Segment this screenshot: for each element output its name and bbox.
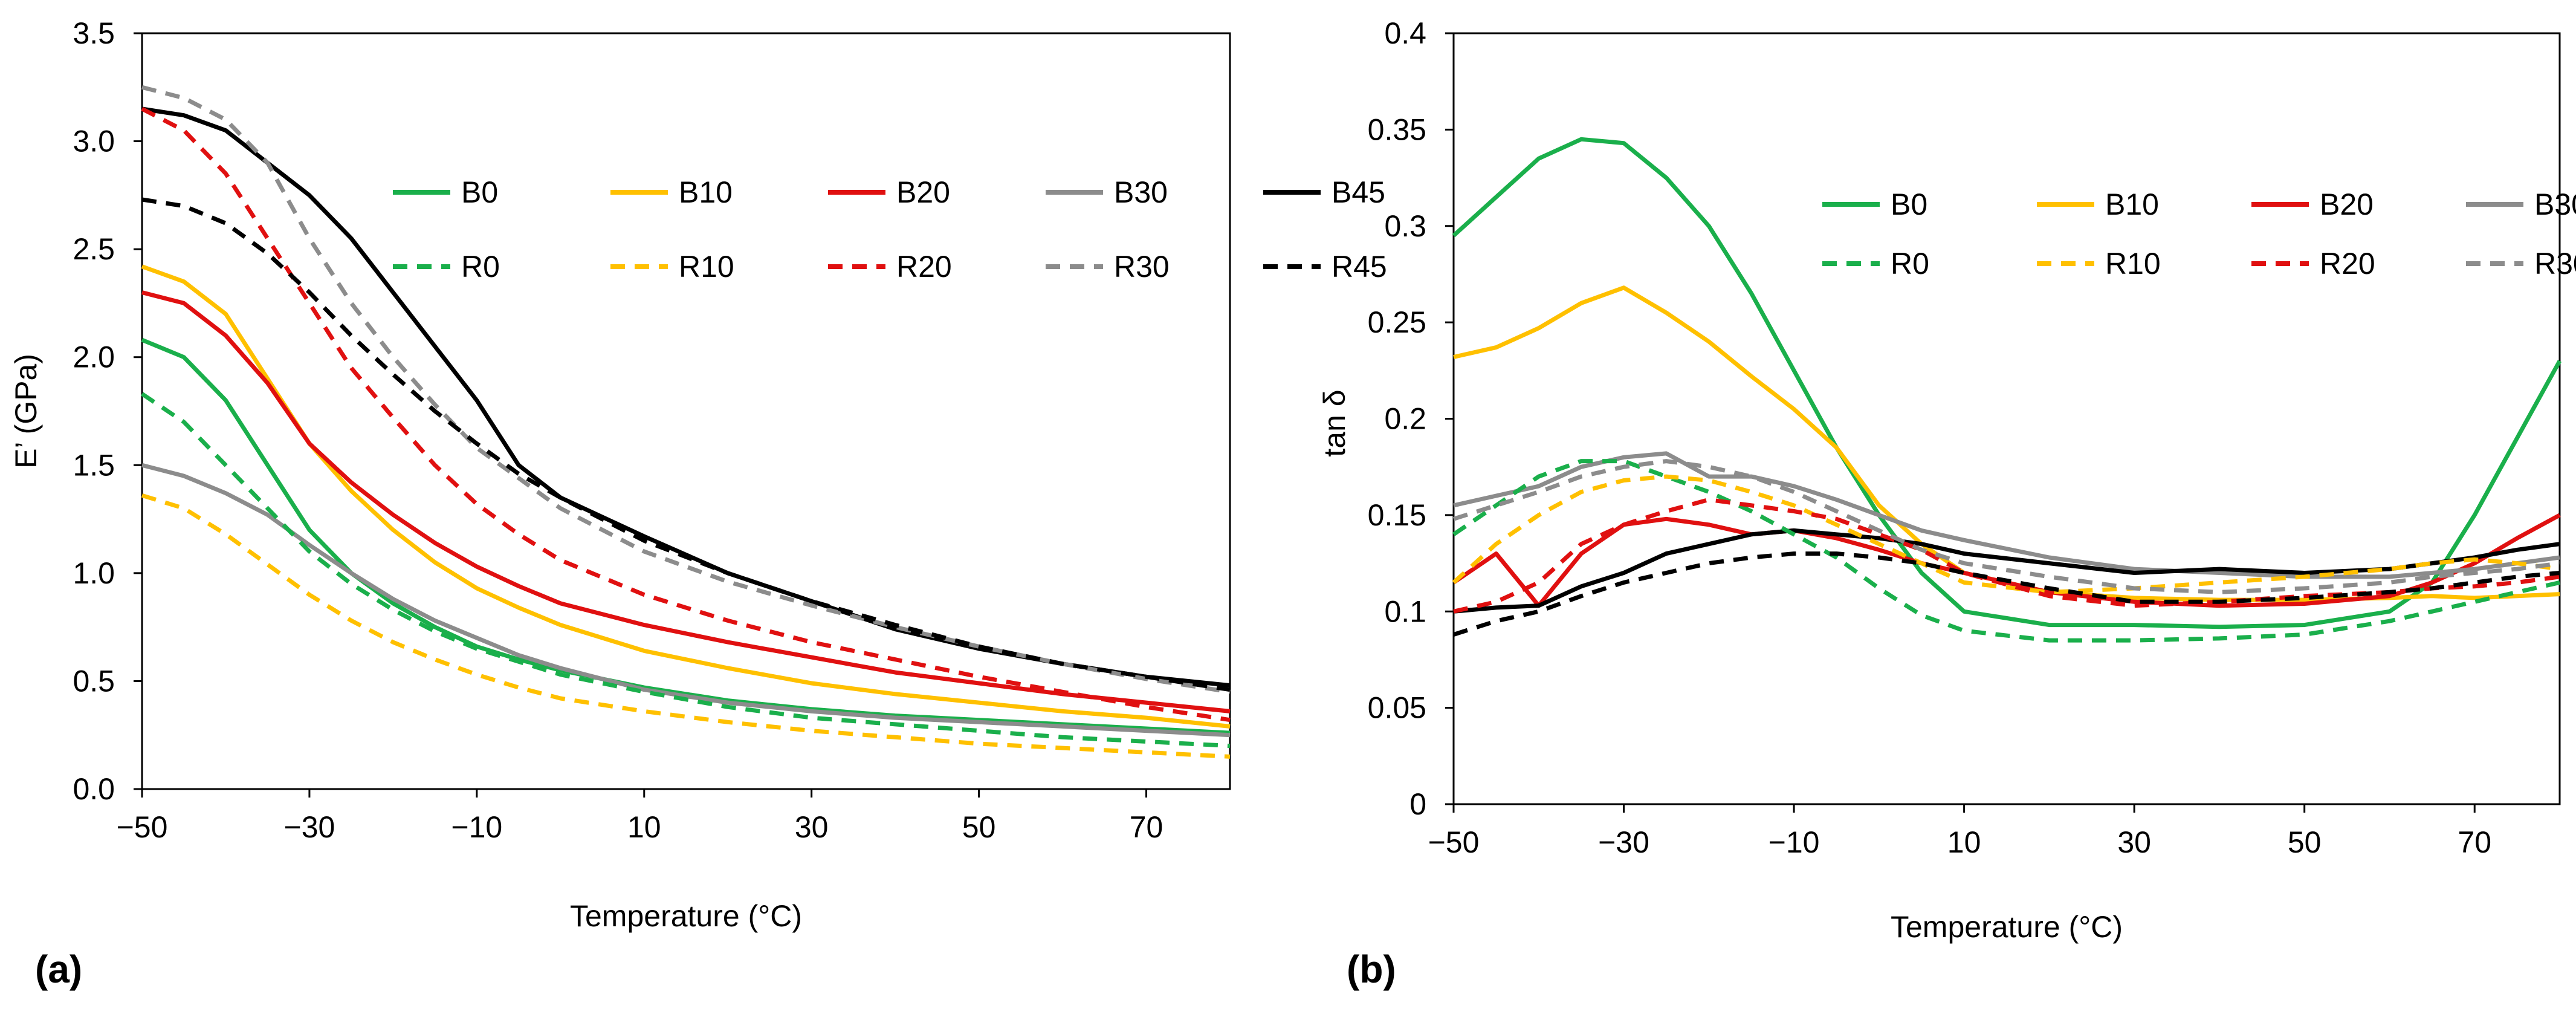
chart-b-legend-label-R20: R20: [2320, 247, 2375, 281]
chart-a-x-tick-label: −50: [117, 810, 168, 844]
chart-a-series-B30: [141, 463, 1231, 738]
panel-a-y-axis-label: E’ (GPa): [9, 354, 43, 469]
chart-b-y-tick-label: 0.4: [1384, 16, 1426, 50]
chart-b-y-tick-label: 0: [1409, 787, 1426, 821]
chart-a-y-tick-label: 0.0: [73, 772, 115, 806]
panel-a-plot-frame: [141, 32, 1231, 790]
chart-a-y-tick-label: 1.5: [73, 448, 115, 482]
panel-b-plot-frame: [1452, 32, 2561, 805]
chart-b-x-tick-label: −10: [1769, 825, 1820, 859]
panel-b-series: [1452, 137, 2562, 643]
chart-a-series-R10: [141, 493, 1231, 759]
chart-a-y-tick-label: 3.5: [73, 16, 115, 50]
chart-a-legend-label-B30: B30: [1114, 175, 1168, 209]
chart-b-x-tick-label: −30: [1598, 825, 1649, 859]
chart-a-series-R45: [141, 197, 1231, 692]
chart-b-y-tick-label: 0.25: [1368, 305, 1426, 339]
chart-a-legend-label-B0: B0: [461, 175, 498, 209]
panel-b-chart: 0 0.05 0.1 0.15 0.2 0.25 0.3 0.35 0.4 −50 −30 −10 1…: [1318, 16, 2576, 991]
chart-a-y-tick-label: 2.0: [73, 340, 115, 374]
panel-a-legend: B0 B10 B20 B30 B45 R0 R10 R20 R30 R45: [393, 175, 1387, 284]
chart-a-series-B10: [141, 264, 1231, 729]
chart-a-x-tick-label: 30: [795, 810, 829, 844]
chart-b-series-R45: [1452, 551, 2560, 637]
panel-b-y-ticks: 0 0.05 0.1 0.15 0.2 0.25 0.3 0.35 0.4: [1368, 16, 1454, 821]
chart-a-x-tick-label: 50: [962, 810, 996, 844]
chart-b-y-tick-label: 0.15: [1368, 498, 1426, 532]
chart-b-x-tick-label: 30: [2117, 825, 2151, 859]
chart-b-y-tick-label: 0.35: [1368, 112, 1426, 146]
chart-b-series-R0: [1452, 459, 2560, 643]
panel-b-x-axis-label: Temperature (°C): [1891, 910, 2123, 944]
chart-a-legend-label-R20: R20: [896, 250, 952, 284]
panel-a-chart: 0.0 0.5 1.0 1.5 2.0 2.5 3.0 3.5 −50 −30 −10 10 30 50…: [9, 16, 1387, 991]
panel-a-x-ticks: −50 −30 −10 10 30 50 70: [117, 789, 1163, 844]
chart-b-legend-label-B0: B0: [1891, 187, 1927, 221]
chart-a-series-R0: [141, 392, 1231, 749]
chart-b-y-tick-label: 0.1: [1384, 594, 1426, 628]
chart-b-y-tick-label: 0.3: [1384, 209, 1426, 243]
chart-b-y-tick-label: 0.05: [1368, 691, 1426, 725]
chart-a-series-B0: [141, 337, 1231, 735]
chart-b-legend-label-R0: R0: [1891, 247, 1929, 281]
chart-a-series-B20: [141, 290, 1231, 713]
chart-a-legend-label-R30: R30: [1114, 250, 1170, 284]
panel-b-y-axis-label: tan δ: [1318, 389, 1351, 457]
panel-a-y-ticks: 0.0 0.5 1.0 1.5 2.0 2.5 3.0 3.5: [73, 16, 142, 806]
chart-a-legend-label-B20: B20: [896, 175, 950, 209]
chart-b-series-R10: [1452, 474, 2560, 594]
chart-b-y-tick-label: 0.2: [1384, 402, 1426, 436]
chart-b-legend-label-B30: B30: [2534, 187, 2576, 221]
chart-b-legend-label-B10: B10: [2105, 187, 2159, 221]
chart-a-legend-label-R45: R45: [1332, 250, 1387, 284]
panel-b-x-ticks: −50 −30 −10 10 30 50 70: [1428, 804, 2491, 859]
chart-b-x-tick-label: 10: [1947, 825, 1981, 859]
chart-a-y-tick-label: 0.5: [73, 664, 115, 698]
chart-a-legend-label-R0: R0: [461, 250, 500, 284]
chart-b-x-tick-label: −50: [1428, 825, 1480, 859]
panel-a-series: [141, 85, 1231, 759]
chart-a-legend-label-B10: B10: [679, 175, 733, 209]
chart-a-legend-label-B45: B45: [1332, 175, 1385, 209]
panel-a-x-axis-label: Temperature (°C): [570, 899, 802, 933]
chart-a-x-tick-label: 70: [1130, 810, 1163, 844]
chart-b-series-R30: [1452, 459, 2560, 594]
chart-a-y-tick-label: 3.0: [73, 125, 115, 158]
chart-a-x-tick-label: −10: [451, 810, 502, 844]
chart-a-legend-label-R10: R10: [679, 250, 734, 284]
chart-a-y-tick-label: 1.0: [73, 556, 115, 590]
panel-a-label: (a): [35, 947, 82, 991]
panel-b-label: (b): [1347, 947, 1396, 991]
chart-b-legend-label-B20: B20: [2320, 187, 2374, 221]
chart-b-series-B10: [1453, 285, 2560, 602]
chart-a-x-tick-label: 10: [627, 810, 661, 844]
chart-b-legend-label-R10: R10: [2105, 247, 2161, 281]
chart-a-x-tick-label: −30: [284, 810, 335, 844]
chart-b-series-B0: [1452, 137, 2562, 629]
chart-a-y-tick-label: 2.5: [73, 232, 115, 266]
chart-b-legend-label-R30: R30: [2534, 247, 2576, 281]
chart-b-x-tick-label: 50: [2288, 825, 2322, 859]
chart-b-x-tick-label: 70: [2458, 825, 2491, 859]
